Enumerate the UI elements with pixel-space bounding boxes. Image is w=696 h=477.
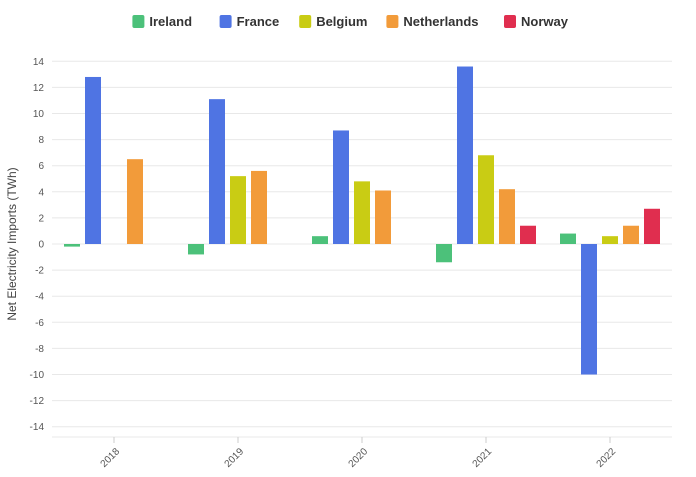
legend-item-ireland[interactable]: Ireland: [132, 14, 192, 29]
bars: [64, 66, 660, 375]
bar-netherlands-2022[interactable]: [623, 225, 639, 244]
y-tick-label: 6: [38, 161, 44, 172]
legend-swatch-belgium: [299, 15, 312, 28]
y-tick-label: 2: [38, 213, 44, 224]
y-tick-label: 8: [38, 135, 44, 146]
x-tick-label-2019: 2019: [223, 446, 247, 470]
y-axis-label: Net Electricity Imports (TWh): [5, 167, 19, 320]
legend-label-france: France: [237, 14, 280, 29]
y-tick-label: -2: [35, 266, 44, 277]
y-tick-label: -8: [35, 344, 44, 355]
legend-swatch-france: [219, 15, 232, 28]
y-tick-label: -14: [30, 422, 45, 433]
bar-belgium-2020[interactable]: [354, 181, 370, 244]
y-tick-label: -4: [35, 292, 44, 303]
legend-item-belgium[interactable]: Belgium: [299, 14, 367, 29]
legend-label-netherlands: Netherlands: [403, 14, 478, 29]
bar-ireland-2018[interactable]: [64, 244, 80, 247]
y-tick-label: 4: [38, 187, 44, 198]
x-tick-label-2021: 2021: [471, 446, 495, 470]
gridlines: [52, 60, 672, 438]
y-tick-label: -12: [30, 396, 45, 407]
bar-netherlands-2018[interactable]: [127, 159, 143, 244]
y-tick-label: -6: [35, 318, 44, 329]
legend-swatch-norway: [504, 15, 516, 28]
legend: Ireland France Belgium Netherlands Norway: [132, 14, 569, 29]
x-axis: 2018 2019 2020 2021 2022: [99, 437, 619, 470]
legend-swatch-ireland: [132, 15, 145, 28]
legend-label-ireland: Ireland: [149, 14, 192, 29]
bar-norway-2022[interactable]: [644, 208, 660, 244]
legend-swatch-netherlands: [386, 15, 399, 28]
bar-norway-2021[interactable]: [520, 225, 536, 244]
y-tick-label: 0: [38, 240, 44, 251]
x-tick-label-2022: 2022: [595, 446, 619, 470]
bar-netherlands-2019[interactable]: [251, 170, 267, 244]
bar-france-2022[interactable]: [581, 244, 597, 375]
y-tick-label: 14: [33, 57, 45, 68]
bar-ireland-2019[interactable]: [188, 244, 204, 255]
bar-ireland-2020[interactable]: [312, 236, 328, 244]
bar-netherlands-2020[interactable]: [375, 190, 391, 244]
legend-item-france[interactable]: France: [219, 14, 280, 29]
legend-label-belgium: Belgium: [316, 14, 367, 29]
legend-label-norway: Norway: [521, 14, 569, 29]
bar-ireland-2022[interactable]: [560, 233, 576, 244]
bar-france-2018[interactable]: [85, 76, 101, 245]
y-tick-label: 10: [33, 109, 45, 120]
x-tick-label-2020: 2020: [347, 446, 371, 470]
bar-belgium-2019[interactable]: [230, 176, 246, 244]
bar-france-2021[interactable]: [457, 66, 473, 245]
legend-item-netherlands[interactable]: Netherlands: [386, 14, 479, 29]
bar-netherlands-2021[interactable]: [499, 189, 515, 244]
bar-ireland-2021[interactable]: [436, 244, 452, 263]
y-tick-label: 12: [33, 83, 45, 94]
bar-belgium-2021[interactable]: [478, 155, 494, 244]
bar-france-2019[interactable]: [209, 99, 225, 245]
x-tick-label-2018: 2018: [99, 446, 123, 470]
bar-belgium-2022[interactable]: [602, 236, 618, 244]
bar-france-2020[interactable]: [333, 130, 349, 244]
legend-item-norway[interactable]: Norway: [504, 14, 569, 29]
y-axis-ticks: 14 12 10 8 6 4 2 0 -2 -4 -6 -8 -10 -12 -14: [30, 57, 45, 433]
y-tick-label: -10: [30, 370, 45, 381]
